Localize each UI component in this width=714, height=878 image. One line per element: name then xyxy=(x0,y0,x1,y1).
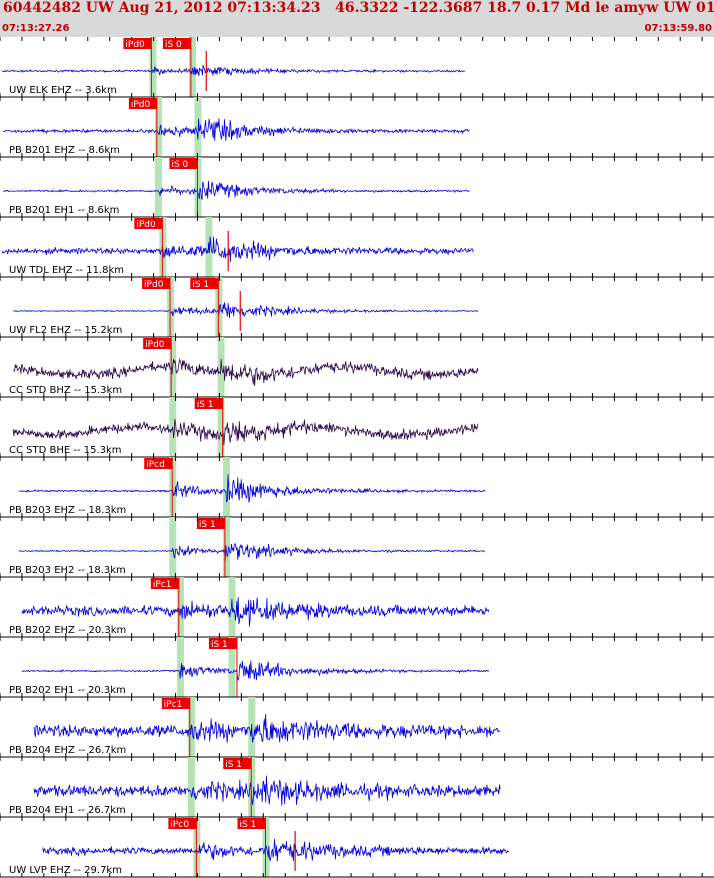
waveform-trace xyxy=(43,839,509,861)
waveform-trace xyxy=(22,597,489,626)
waveform-trace xyxy=(2,236,473,261)
station-label: PB B204 EH1 -- 26.7km xyxy=(9,805,126,816)
waveform-trace xyxy=(3,119,469,141)
station-label: PB B203 EH2 -- 18.3km xyxy=(9,565,126,576)
p-pick-label: iPc1 xyxy=(153,580,172,590)
p-window xyxy=(169,517,176,577)
station-label: PB B201 EH1 -- 8.6km xyxy=(9,205,119,216)
s-pick-label: iS 1 xyxy=(211,640,228,650)
station-label: PB B201 EHZ -- 8.6km xyxy=(9,145,120,156)
p-pick-label: iPd0 xyxy=(145,340,165,350)
s-pick-label: iS 0 xyxy=(171,160,188,170)
seismogram-panel: iPd0 iS 0 UW ELK EHZ -- 3.6km iPd0 PB B201 E… xyxy=(0,37,714,878)
p-pick-label: iPd0 xyxy=(144,280,164,290)
p-pick-label: iPcd xyxy=(146,460,165,470)
p-pick-label: iPd0 xyxy=(131,100,151,110)
waveform-trace xyxy=(19,544,485,561)
s-pick-label: iS 1 xyxy=(225,760,242,770)
header-bar: 60442482 UW Aug 21, 2012 07:13:34.23 46.… xyxy=(0,0,714,37)
event-title: 60442482 UW Aug 21, 2012 07:13:34.23 46.… xyxy=(3,0,714,16)
waveform-trace xyxy=(13,302,478,318)
p-window xyxy=(188,757,195,817)
station-label: UW TDL EHZ -- 11.8km xyxy=(9,265,124,276)
p-window xyxy=(155,157,162,217)
p-pick-label: iPc0 xyxy=(170,820,189,830)
waveform-trace xyxy=(22,661,489,681)
station-label: CC STD BHE -- 15.3km xyxy=(9,445,122,456)
waveform-trace xyxy=(13,419,478,445)
station-label: PB B204 EHZ -- 26.7km xyxy=(9,745,126,756)
s-pick-label: iS 1 xyxy=(199,520,216,530)
waveform-trace xyxy=(3,181,469,200)
s-pick-label: iS 1 xyxy=(192,280,209,290)
station-label: PB B202 EH1 -- 20.3km xyxy=(9,685,126,696)
station-label: PB B202 EHZ -- 20.3km xyxy=(9,625,126,636)
waveform-trace xyxy=(2,65,465,76)
s-pick-label: iS 1 xyxy=(240,820,257,830)
waveform-trace xyxy=(13,359,478,386)
p-pick-label: iPd0 xyxy=(125,40,145,50)
s-pick-label: iS 0 xyxy=(165,40,182,50)
start-time: 07:13:27.26 xyxy=(2,23,69,34)
waveform-trace xyxy=(34,776,500,806)
p-pick-label: iPc1 xyxy=(164,700,183,710)
s-pick-label: iS 1 xyxy=(197,400,214,410)
station-label: UW ELK EHZ -- 3.6km xyxy=(9,85,117,96)
station-label: PB B203 EHZ -- 18.3km xyxy=(9,505,126,516)
end-time: 07:13:59.80 xyxy=(645,23,712,34)
waveform-trace xyxy=(19,474,485,502)
p-pick-label: iPd0 xyxy=(136,220,156,230)
waveform-trace xyxy=(34,714,500,743)
